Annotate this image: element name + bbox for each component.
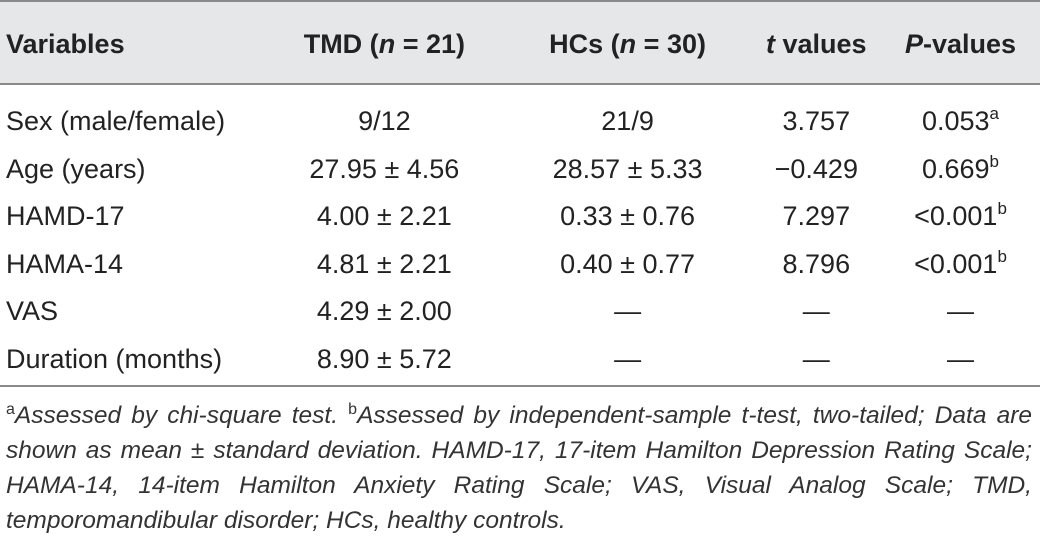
header-row: Variables TMD (n = 21) HCs (n = 30) t va… [0, 0, 1040, 86]
table-row: Age (years) 27.95 ± 4.56 28.57 ± 5.33 −0… [0, 146, 1040, 194]
cell-tmd: 8.90 ± 5.72 [316, 343, 452, 374]
footnote-a-mark: a [6, 401, 15, 418]
cell-p: <0.001b [914, 199, 1007, 232]
table-row: HAMD-17 4.00 ± 2.21 0.33 ± 0.76 7.297 <0… [0, 193, 1040, 241]
cell-variable: HAMD-17 [6, 201, 125, 232]
cell-tmd: 4.29 ± 2.00 [316, 296, 452, 327]
cell-hcs: 28.57 ± 5.33 [552, 153, 703, 184]
cell-tmd: 4.00 ± 2.21 [316, 201, 452, 232]
cell-t: −0.429 [774, 153, 858, 184]
header-background [0, 0, 1040, 83]
cell-hcs: 0.33 ± 0.76 [560, 201, 696, 232]
cell-t: 7.297 [782, 201, 851, 232]
cell-p: 0.053a [921, 104, 1000, 137]
header-p-values: P-values [904, 28, 1017, 59]
cell-p: <0.001b [914, 246, 1007, 279]
table-row: HAMA-14 4.81 ± 2.21 0.40 ± 0.77 8.796 <0… [0, 241, 1040, 289]
table-row: Duration (months) 8.90 ± 5.72 — — — [0, 336, 1040, 384]
cell-t: — [802, 296, 830, 327]
cell-hcs: 21/9 [601, 106, 654, 137]
header-rule [0, 83, 1040, 85]
cell-p: 0.669b [921, 151, 1000, 184]
footnote-b-text: Assessed by independent-sample t-test, t… [6, 402, 1032, 534]
header-t-values: t values [766, 28, 867, 59]
cell-hcs: 0.40 ± 0.77 [560, 248, 696, 279]
cell-t: — [802, 343, 830, 374]
cell-tmd: 4.81 ± 2.21 [316, 248, 452, 279]
cell-variable: Sex (male/female) [6, 106, 226, 137]
table-row: Sex (male/female) 9/12 21/9 3.757 0.053a [0, 86, 1040, 146]
cell-p: — [947, 296, 974, 327]
top-rule [0, 0, 1040, 2]
demographics-table: Variables TMD (n = 21) HCs (n = 30) t va… [0, 0, 1040, 384]
cell-t: 8.796 [782, 248, 851, 279]
table-row: VAS 4.29 ± 2.00 — — — [0, 288, 1040, 336]
cell-tmd: 9/12 [358, 106, 411, 137]
table-footnote: aAssessed by chi-square test. bAssessed … [6, 398, 1032, 538]
cell-variable: VAS [6, 296, 59, 327]
header-hcs: HCs (n = 30) [549, 28, 706, 59]
cell-variable: Duration (months) [6, 343, 223, 374]
header-variables: Variables [6, 28, 125, 59]
footnote-b-mark: b [348, 401, 358, 418]
cell-variable: Age (years) [6, 153, 146, 184]
cell-t: 3.757 [782, 106, 851, 137]
cell-tmd: 27.95 ± 4.56 [309, 153, 460, 184]
footnote-a-text: Assessed by chi-square test. [14, 402, 349, 429]
cell-variable: HAMA-14 [6, 248, 124, 279]
cell-hcs: — [614, 296, 642, 327]
header-tmd: TMD (n = 21) [303, 28, 465, 59]
bottom-rule [0, 385, 1040, 387]
cell-hcs: — [614, 343, 642, 374]
cell-p: — [947, 343, 974, 374]
